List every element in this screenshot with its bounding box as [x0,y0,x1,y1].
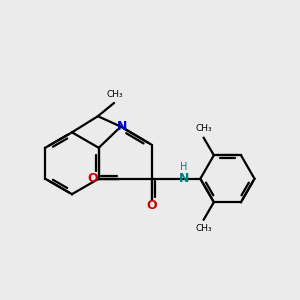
Text: CH₃: CH₃ [106,90,123,99]
Text: H: H [180,162,188,172]
Text: O: O [146,199,157,212]
Text: CH₃: CH₃ [195,124,212,133]
Text: CH₃: CH₃ [195,224,212,233]
Text: N: N [117,120,128,133]
Text: O: O [88,172,98,185]
Text: N: N [179,172,189,185]
